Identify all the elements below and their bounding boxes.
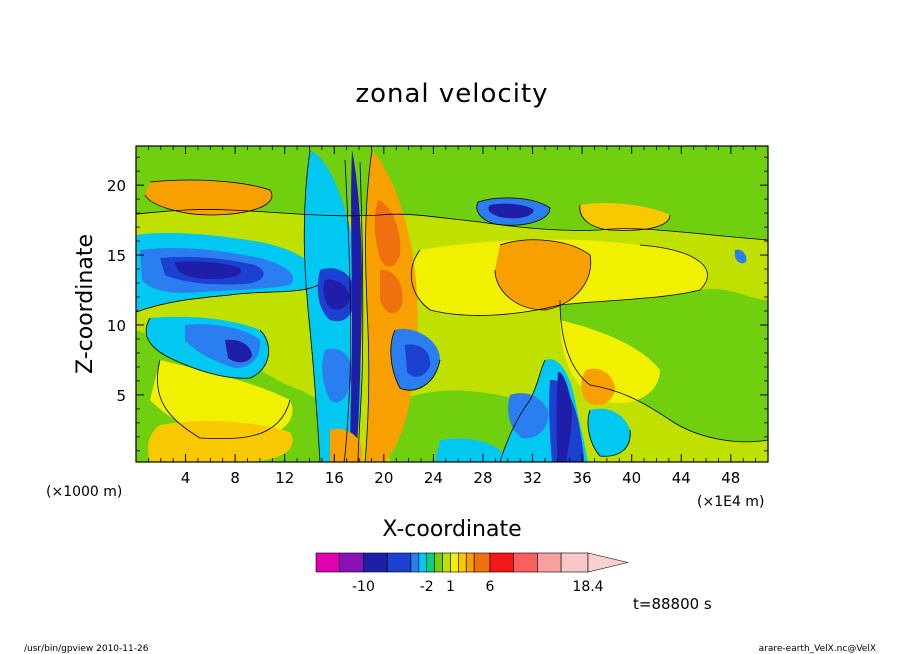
field-region xyxy=(350,150,362,462)
colorbar-swatch xyxy=(410,552,420,573)
colorbar-swatch xyxy=(363,552,388,573)
contour-lines xyxy=(136,149,768,462)
colorbar-swatch xyxy=(450,552,459,573)
colorbar-label: 18.4 xyxy=(572,579,603,595)
x-tick-label: 36 xyxy=(573,469,592,487)
y-axis-label: Z-coordinate xyxy=(73,234,98,374)
colorbar-label: -10 xyxy=(352,579,375,595)
colorbar-swatch xyxy=(560,552,589,573)
field-region xyxy=(556,372,572,462)
heatmap-field xyxy=(136,146,768,462)
colorbar-label: 1 xyxy=(446,579,455,595)
colorbar-swatch xyxy=(465,552,475,573)
field-region xyxy=(579,203,670,231)
field-region xyxy=(588,408,631,457)
field-region xyxy=(560,288,768,442)
field-region xyxy=(388,390,531,462)
colorbar-label: 6 xyxy=(485,579,494,595)
field-region xyxy=(374,200,401,267)
colorbar-swatch xyxy=(442,552,451,573)
x-axis-label: X-coordinate xyxy=(382,517,521,542)
colorbar-extension xyxy=(587,552,629,573)
field-region xyxy=(405,344,431,377)
x-unit-right-label: (×1E4 m) xyxy=(697,494,764,510)
x-tick-label: 32 xyxy=(523,469,542,487)
x-tick-label: 12 xyxy=(275,469,294,487)
x-tick-label: 28 xyxy=(473,469,492,487)
colorbar-swatch xyxy=(339,552,364,573)
y-tick-label: 10 xyxy=(107,317,126,335)
colorbar-swatch xyxy=(458,552,467,573)
x-tick-label: 24 xyxy=(424,469,443,487)
field-region xyxy=(508,393,549,439)
y-tick-label: 5 xyxy=(116,387,126,405)
y-tick-label: 15 xyxy=(107,247,126,265)
colorbar-swatch xyxy=(426,552,435,573)
y-tick-label: 20 xyxy=(107,177,126,195)
field-region xyxy=(150,360,293,440)
field-region xyxy=(495,239,591,310)
field-region xyxy=(148,420,293,462)
y-axis: 5 10 15 20 xyxy=(107,156,768,452)
field-region xyxy=(225,339,252,363)
x-tick-label: 44 xyxy=(672,469,691,487)
x-tick-label: 40 xyxy=(622,469,641,487)
field-region xyxy=(145,180,272,215)
colorbar-swatch xyxy=(418,552,427,573)
x-tick-label: 20 xyxy=(374,469,393,487)
x-tick-label: 8 xyxy=(230,469,240,487)
time-label: t=88800 s xyxy=(633,595,712,613)
footer-left: /usr/bin/gpview 2010-11-26 xyxy=(24,644,149,654)
colorbar: -10 -2 1 6 18.4 xyxy=(315,552,629,595)
field-region xyxy=(323,279,350,310)
x-axis: 4 8 12 16 20 24 28 32 36 40 44 48 xyxy=(147,146,757,487)
x-tick-label: 48 xyxy=(721,469,740,487)
colorbar-swatch xyxy=(489,552,514,573)
field-region xyxy=(734,249,747,264)
colorbar-swatch xyxy=(386,552,412,573)
colorbar-label: -2 xyxy=(420,579,434,595)
x-unit-left-label: (×1000 m) xyxy=(46,484,122,500)
x-tick-label: 4 xyxy=(181,469,191,487)
field-region xyxy=(488,203,534,219)
footer-right: arare-earth_VelX.nc@VelX xyxy=(759,644,876,654)
colorbar-swatch xyxy=(473,552,491,573)
field-region xyxy=(435,438,510,462)
colorbar-swatch xyxy=(537,552,562,573)
field-region xyxy=(175,261,241,279)
chart-title: zonal velocity xyxy=(355,79,548,109)
plot-frame xyxy=(135,145,769,463)
colorbar-swatch xyxy=(513,552,538,573)
field-region xyxy=(322,348,352,403)
colorbar-swatch xyxy=(315,552,341,573)
field-region xyxy=(380,269,403,314)
colorbar-swatch xyxy=(434,552,443,573)
x-tick-label: 16 xyxy=(325,469,344,487)
